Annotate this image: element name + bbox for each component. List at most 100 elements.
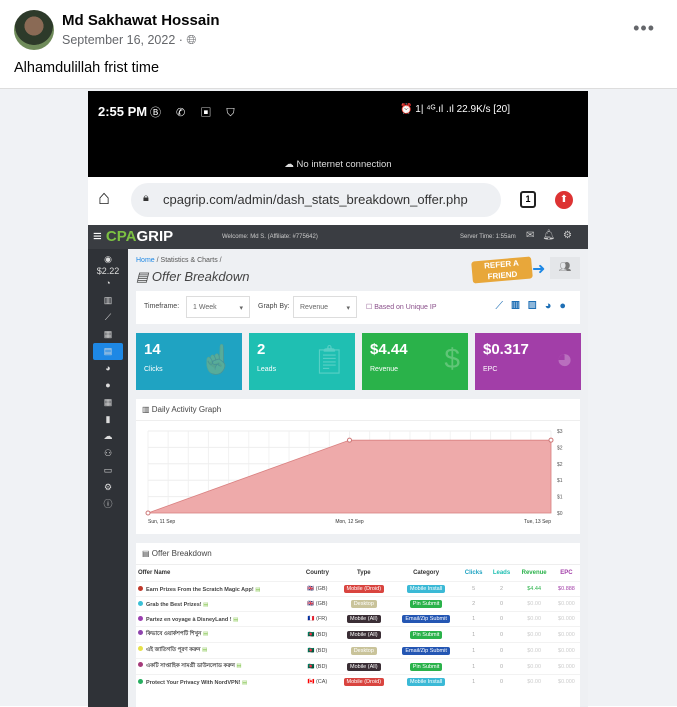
category-badge: Pin Submit <box>409 600 443 608</box>
line-chart-icon[interactable]: ⟋ <box>495 300 512 312</box>
balance[interactable]: ◉ $2.22 <box>96 254 120 276</box>
offer-name[interactable]: কিভাবে ওয়ার্কশপটি শিখুন ▤ <box>136 626 300 643</box>
author-name[interactable]: Md Sakhawat Hossain <box>62 12 220 29</box>
category-badge: Pin Submit <box>409 662 443 671</box>
url-text: cpagrip.com/admin/dash_stats_breakdown_o… <box>163 192 468 207</box>
timeframe-select[interactable]: 1 Week ▾ <box>186 296 250 318</box>
stat-label: Leads <box>257 366 277 373</box>
card-icon: $ <box>444 343 460 374</box>
breadcrumb-stats[interactable]: Statistics & Charts / <box>160 257 222 264</box>
details-icon[interactable]: ▤ <box>242 679 248 686</box>
stat-value: $0.317 <box>483 341 529 358</box>
column-header[interactable]: Clicks <box>464 570 483 576</box>
column-header[interactable]: Revenue <box>521 570 547 576</box>
info-icon[interactable]: ⓘ <box>103 499 113 509</box>
bell-icon[interactable]: 🔔︎ <box>542 230 564 241</box>
more-options-button[interactable]: ••• <box>633 18 655 38</box>
globe-icon[interactable]: ● <box>105 380 111 390</box>
list-icon[interactable]: ▤ <box>527 300 545 312</box>
column-header[interactable]: Leads <box>492 570 511 576</box>
type-badge: Mobile (All) <box>347 662 381 671</box>
offer-name[interactable]: Protect Your Privacy With NordVPN! ▤ <box>136 674 300 689</box>
date-text: September 16, 2022 · <box>62 33 183 47</box>
stat-card-revenue: $4.44 Revenue $ <box>362 333 468 390</box>
pie-chart-icon[interactable]: ◕ <box>544 300 560 312</box>
card-icon: 📋︎ <box>311 344 347 375</box>
post-image[interactable]: 2:55 PM Ⓑ ✆ ▣ ⛉ ⏰ 1| ⁴ᴳ.ıl .ıl 22.9K/s [… <box>0 88 677 707</box>
referrals-button[interactable]: 👥︎ <box>550 257 580 279</box>
x-tick-label: Sun, 11 Sep <box>148 519 175 525</box>
daily-activity-panel: ▥ Daily Activity Graph $0 $1 $1 $2 $2 $3 Sun, … <box>136 399 580 534</box>
column-header[interactable]: Country <box>305 570 329 576</box>
column-header[interactable]: EPC <box>560 570 573 576</box>
table-icon[interactable]: ▦ <box>103 329 113 339</box>
type-cell: Mobile (Droid) <box>334 674 393 689</box>
settings-icon[interactable]: ⚙ <box>103 482 113 492</box>
breadcrumb-home[interactable]: Home <box>136 257 155 264</box>
details-icon[interactable]: ▤ <box>255 586 261 593</box>
clipboard-icon[interactable]: ▮ <box>105 414 111 424</box>
post-date[interactable]: September 16, 2022 · 🌐︎ <box>62 33 196 48</box>
details-icon[interactable]: ▤ <box>233 616 239 623</box>
epc: $0.000 <box>552 596 580 612</box>
offer-name[interactable]: Partez en voyage à DisneyLand ! ▤ <box>136 611 300 627</box>
column-header[interactable]: Type <box>357 570 371 576</box>
tab-count-button[interactable]: 1 <box>520 191 536 208</box>
url-bar[interactable]: 🔒︎ cpagrip.com/admin/dash_stats_breakdown… <box>131 183 501 217</box>
card-icon[interactable]: ▭ <box>103 465 113 475</box>
logo[interactable]: ≡ CPAGRIP <box>93 228 174 245</box>
data-point[interactable] <box>145 510 151 516</box>
table-row: Grab the Best Prizes! ▤ 🇬🇧 (GB) Desktop … <box>136 596 580 612</box>
offer-breakdown-icon[interactable]: ▤ <box>93 343 123 360</box>
extension-icon[interactable]: ⬆ <box>555 191 573 209</box>
grid-icon[interactable]: ▦ <box>103 397 113 407</box>
users-icon[interactable]: ⚇ <box>103 448 113 458</box>
type-cell: Mobile (Droid) <box>334 581 393 597</box>
offer-name[interactable]: এই জাতিগতি পূরণ করুন ▤ <box>136 642 300 659</box>
offer-name[interactable]: Grab the Best Prizes! ▤ <box>136 596 300 612</box>
epc: $0.000 <box>552 642 580 659</box>
details-icon[interactable]: ▤ <box>202 647 208 653</box>
globe-icon[interactable]: ● <box>559 300 574 312</box>
refer-friend-banner[interactable]: REFER A FRIEND <box>471 256 533 284</box>
timeframe-value: 1 Week <box>193 304 217 311</box>
details-icon[interactable]: ▤ <box>202 631 209 637</box>
welcome-text: Welcome: Md S. (Affiliate: #775642) <box>222 234 318 240</box>
sidebar: ◉ $2.22 ◔ ▥ ⟋ ▦ ▤ ◕ ● ▦ ▮ ☁ ⚇ ▭ ⚙ ⓘ <box>88 249 128 707</box>
epc: $0.000 <box>552 626 580 643</box>
details-icon[interactable]: ▤ <box>203 601 209 608</box>
data-point[interactable] <box>548 437 554 443</box>
category-badge: Email/Zip Submit <box>402 615 450 623</box>
card-icon: ◕ <box>556 343 573 374</box>
notification-icons: Ⓑ ✆ ▣ ⛉ <box>150 107 241 119</box>
offer-breakdown-panel: ▤ Offer Breakdown Offer Name Country Type C… <box>136 543 580 707</box>
offer-name[interactable]: একটি সাপ্তাহিক সামগ্রী ডাউনলোড করুন ▤ <box>136 658 300 675</box>
offer-name[interactable]: Earn Prizes From the Scratch Magic App! … <box>136 581 300 597</box>
graph-by-select[interactable]: Revenue ▾ <box>293 296 357 318</box>
dashboard-icon[interactable]: ◔ <box>105 278 111 288</box>
epc: $0.000 <box>552 658 580 675</box>
column-header[interactable]: Category <box>413 570 440 576</box>
line-chart-icon[interactable]: ⟋ <box>104 312 112 322</box>
home-icon[interactable]: ⌂ <box>98 187 111 209</box>
data-point[interactable] <box>347 437 352 443</box>
gear-icon[interactable]: ⚙ <box>563 230 580 241</box>
unique-ip-checkbox[interactable]: ☐ Based on Unique IP <box>366 304 437 311</box>
pie-icon[interactable]: ◕ <box>105 363 111 373</box>
table-icon[interactable]: ▦ <box>511 300 528 312</box>
revenue: $0.00 <box>515 674 553 689</box>
category-cell: Mobile Install <box>392 674 460 689</box>
details-icon[interactable]: ▤ <box>236 663 242 669</box>
messages-icon[interactable]: ✉ <box>525 230 543 241</box>
clicks: 2 <box>459 596 488 612</box>
column-header[interactable]: Offer Name <box>138 570 171 576</box>
stats-icon[interactable]: ▥ <box>103 295 113 305</box>
globe-icon: 🌐︎ <box>186 33 197 47</box>
avatar[interactable] <box>14 10 54 50</box>
breadcrumb-sep: / <box>154 257 161 264</box>
clicks: 1 <box>459 626 488 643</box>
cloud-icon[interactable]: ☁ <box>103 431 113 441</box>
revenue: $0.00 <box>515 658 553 675</box>
epc: $0.888 <box>552 581 580 597</box>
country: 🇬🇧 (GB) <box>299 596 335 612</box>
